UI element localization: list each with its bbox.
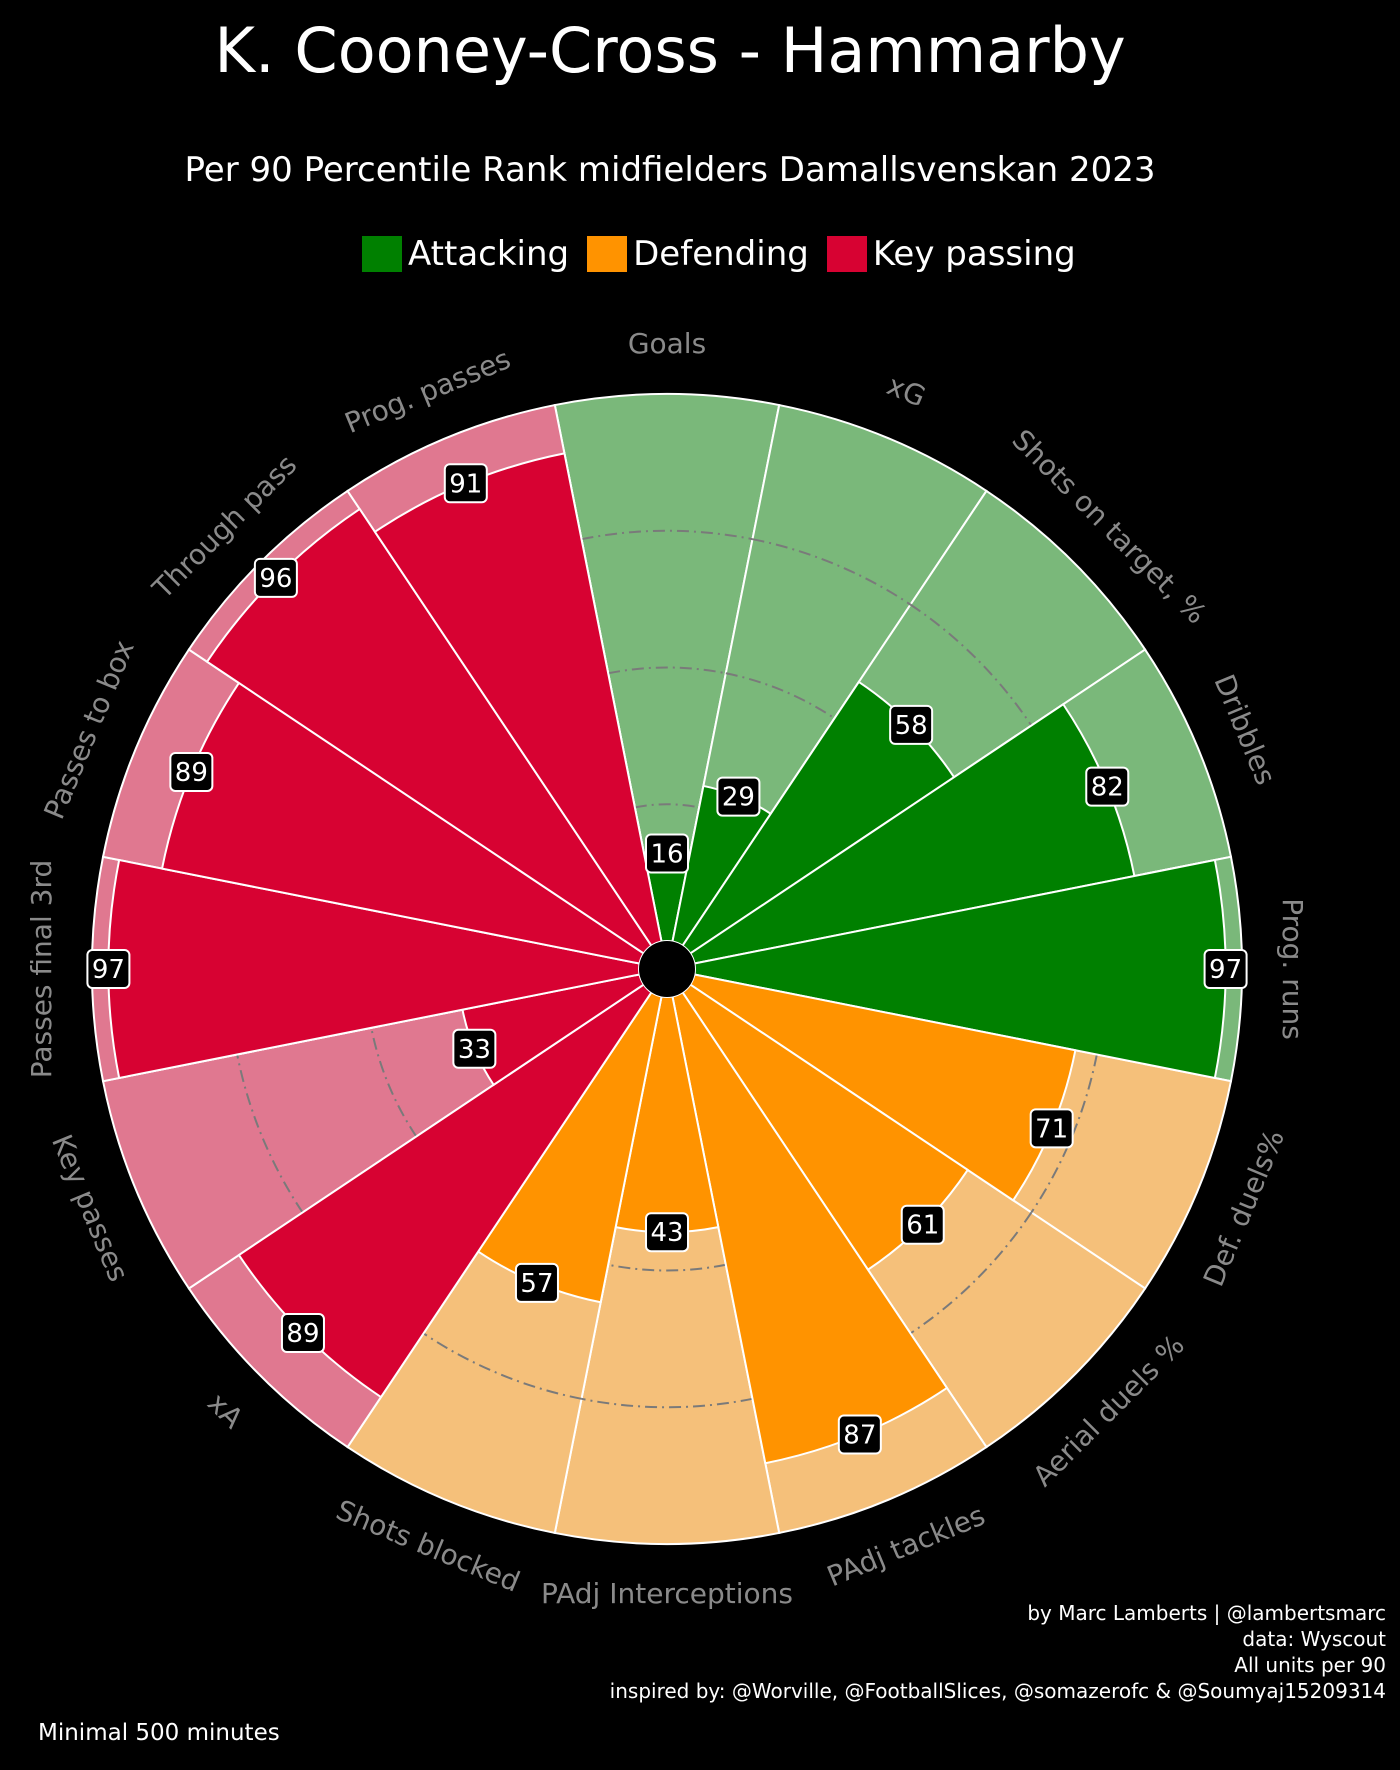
param-label-1: Goals <box>628 327 706 360</box>
gridline-arc <box>634 803 700 809</box>
value-label-14: 89 <box>175 758 208 788</box>
chart-subtitle: Per 90 Percentile Rank midfielders Damal… <box>184 150 1156 190</box>
param-label-2: xG <box>882 369 930 414</box>
value-label-box-14 <box>169 751 214 792</box>
credit-inspiration: inspired by: @Worville, @FootballSlices,… <box>609 1679 1386 1703</box>
value-label-1: 16 <box>650 839 683 869</box>
legend-label-defending: Defending <box>633 234 809 274</box>
gridline-arc <box>909 1211 1033 1335</box>
credit-data-source: data: Wyscout <box>1242 1627 1386 1651</box>
gridline-arc <box>909 603 1033 727</box>
chart-title: K. Cooney-Cross - Hammarby <box>214 14 1126 87</box>
param-label-9: PAdj Interceptions <box>541 1577 793 1610</box>
value-label-5: 97 <box>1209 955 1242 985</box>
credit-units: All units per 90 <box>1234 1653 1386 1677</box>
value-label-3: 58 <box>895 711 928 741</box>
value-label-box-15 <box>253 557 298 598</box>
param-label-11: xA <box>201 1386 250 1435</box>
value-label-16: 91 <box>449 469 482 499</box>
legend-label-key-passing: Key passing <box>872 234 1076 274</box>
value-label-2: 29 <box>722 783 755 813</box>
value-label-15: 96 <box>259 564 292 594</box>
value-label-box-12 <box>452 1028 497 1069</box>
param-label-5: Prog. runs <box>1276 898 1309 1040</box>
gridline-arc <box>370 1027 418 1138</box>
value-label-10: 57 <box>520 1269 553 1299</box>
legend-swatch-attacking <box>362 236 402 272</box>
legend-swatch-key-passing <box>826 236 867 272</box>
gridline-arc <box>581 1397 753 1409</box>
legend-item-key-passing: Key passing <box>826 234 1076 274</box>
value-label-box-6 <box>1029 1108 1074 1149</box>
value-label-11: 89 <box>286 1319 319 1349</box>
gridline-arc <box>607 1263 727 1272</box>
legend-label-attacking: Attacking <box>408 234 570 274</box>
gridline-arc <box>581 529 753 541</box>
value-label-8: 87 <box>843 1421 876 1451</box>
legend-item-defending: Defending <box>587 234 809 274</box>
value-label-box-5 <box>1203 949 1248 989</box>
gridline-arc <box>1030 1054 1098 1214</box>
gridline-arc <box>607 666 727 675</box>
param-label-4: Dribbles <box>1207 670 1282 790</box>
legend-swatch-defending <box>587 236 628 272</box>
value-label-box-16 <box>443 463 488 504</box>
gridline-arc <box>236 1054 304 1214</box>
value-label-box-7 <box>900 1204 945 1245</box>
value-label-9: 43 <box>650 1218 683 1248</box>
value-label-box-2 <box>716 776 761 817</box>
value-label-box-4 <box>1085 766 1130 807</box>
legend: Attacking Defending Key passing <box>362 232 1094 276</box>
value-label-4: 82 <box>1091 773 1124 803</box>
credit-author: by Marc Lamberts | @lambertsmarc <box>1027 1601 1386 1625</box>
credits: by Marc Lamberts | @lambertsmarc data: W… <box>610 1600 1386 1704</box>
param-label-13: Passes final 3rd <box>25 860 58 1079</box>
value-slice-9 <box>614 995 720 1234</box>
value-label-7: 61 <box>906 1211 939 1241</box>
value-label-13: 97 <box>92 955 125 985</box>
value-label-6: 71 <box>1035 1114 1068 1144</box>
value-label-box-13 <box>86 949 131 989</box>
value-label-box-8 <box>837 1414 882 1455</box>
value-label-box-11 <box>280 1313 325 1354</box>
gridline-arc <box>422 1332 582 1400</box>
value-label-box-1 <box>645 833 689 874</box>
minutes-footnote: Minimal 500 minutes <box>38 1720 280 1746</box>
value-label-box-3 <box>889 704 934 745</box>
gridline-arc <box>752 538 912 606</box>
center-hole <box>639 941 695 997</box>
value-label-box-9 <box>645 1212 689 1253</box>
value-label-12: 33 <box>458 1035 491 1065</box>
gridline-arc <box>725 672 836 720</box>
legend-item-attacking: Attacking <box>362 234 569 274</box>
value-label-box-10 <box>514 1262 559 1303</box>
